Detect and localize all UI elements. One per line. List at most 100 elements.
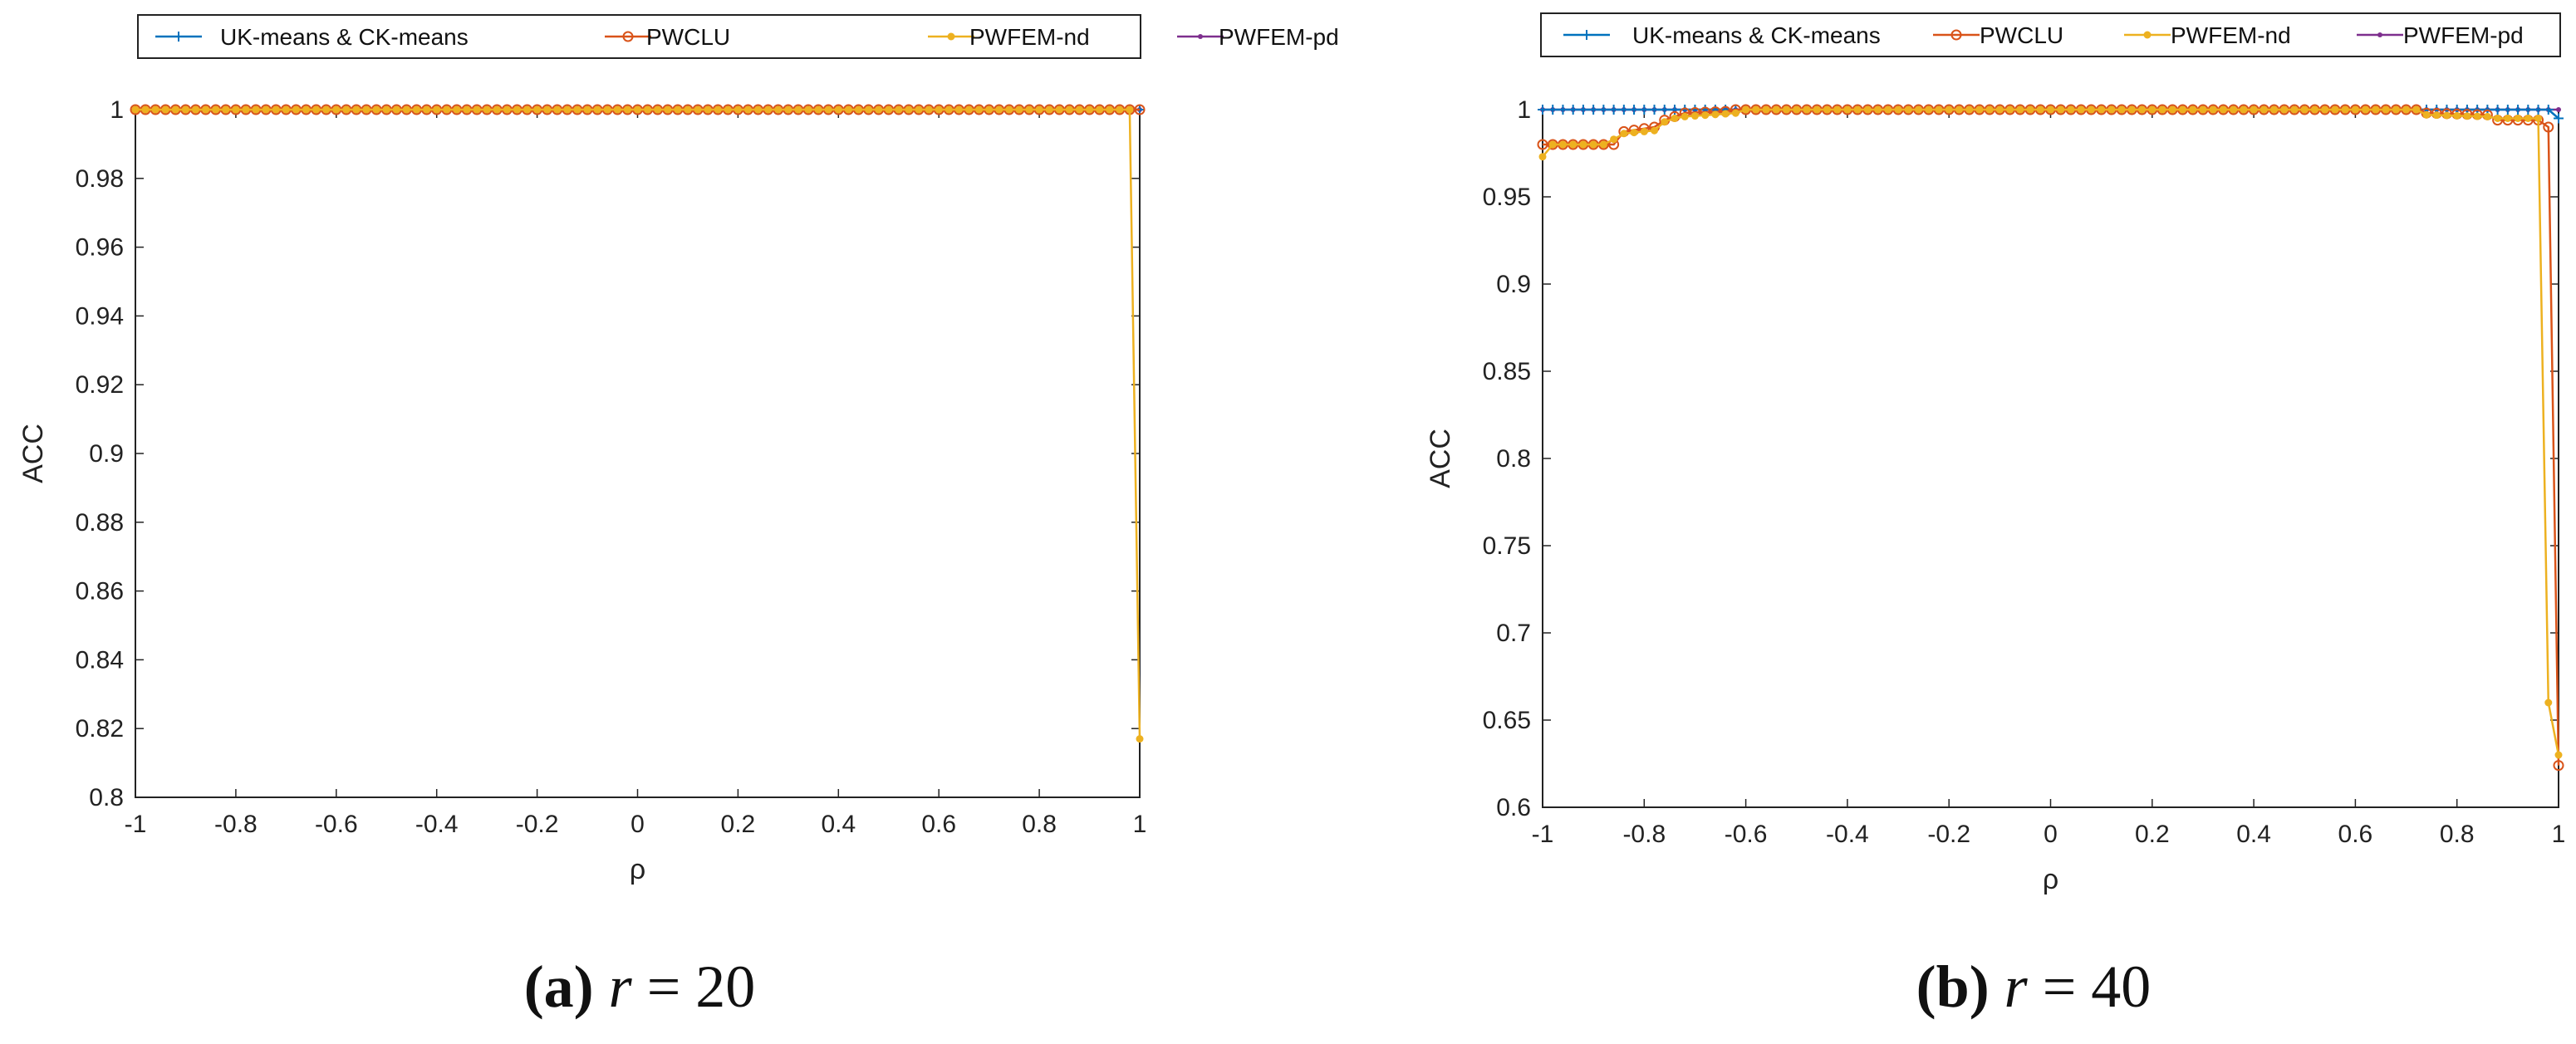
data-point	[1025, 105, 1033, 114]
data-point	[252, 105, 260, 114]
caption-a-eq: = 20	[632, 953, 756, 1020]
data-point	[1995, 105, 2004, 114]
data-point	[2280, 105, 2289, 114]
x-tick-label: -0.8	[214, 811, 258, 838]
data-point	[2502, 105, 2513, 115]
legend: UK-means & CK-means PWCLU PWFEM-nd PWFEM-pd	[137, 14, 1339, 59]
data-point	[1935, 105, 1943, 114]
data-point	[232, 105, 240, 114]
data-point	[1721, 110, 1730, 118]
data-point	[312, 105, 321, 114]
data-point	[2331, 105, 2339, 114]
data-point	[2513, 105, 2524, 115]
x-tick-label: -0.8	[1622, 821, 1666, 848]
data-point	[694, 105, 702, 114]
legend-label: PWFEM-nd	[2171, 22, 2291, 48]
data-point	[1671, 115, 1679, 122]
data-point	[493, 105, 501, 114]
data-point	[1793, 105, 1801, 114]
data-point	[1538, 153, 1547, 161]
data-point	[2554, 113, 2564, 124]
data-point	[1651, 126, 1659, 135]
data-point	[2067, 105, 2075, 114]
x-tick-label: 0.4	[2236, 821, 2271, 848]
data-point	[272, 105, 280, 114]
x-tick-label: -0.2	[516, 811, 559, 838]
data-point	[1630, 129, 1638, 137]
caption-b-eq: = 40	[2028, 953, 2152, 1020]
data-point	[975, 105, 984, 114]
plot-area	[135, 109, 1141, 798]
legend-label: PWFEM-nd	[969, 24, 1090, 50]
data-point	[402, 105, 410, 114]
data-point	[473, 105, 481, 114]
data-point	[1075, 105, 1083, 114]
x-tick-label: 0.6	[2338, 821, 2373, 848]
data-point	[1690, 112, 1699, 120]
data-point	[2351, 105, 2359, 114]
data-point	[2290, 105, 2299, 114]
data-point	[2372, 105, 2380, 114]
data-point	[433, 105, 441, 114]
data-point	[1669, 105, 1680, 115]
data-point	[2219, 105, 2227, 114]
data-point	[1045, 105, 1053, 114]
data-point	[704, 105, 712, 114]
data-point	[423, 105, 431, 114]
data-point	[1904, 105, 1912, 114]
data-point	[1096, 105, 1104, 114]
data-point	[453, 105, 461, 114]
data-point	[1548, 140, 1557, 149]
data-point	[743, 105, 752, 114]
data-point	[513, 105, 521, 114]
data-point	[2107, 105, 2116, 114]
data-point	[1537, 139, 1548, 150]
data-point	[1874, 105, 1882, 114]
data-point	[2230, 105, 2238, 114]
data-point	[824, 105, 832, 114]
legend-label: PWFEM-pd	[1219, 24, 1339, 50]
x-tick-label: -0.6	[315, 811, 358, 838]
data-point	[654, 105, 662, 114]
data-point	[1599, 140, 1607, 149]
data-point	[342, 105, 351, 114]
x-tick-label: -1	[125, 811, 147, 838]
x-tick-label: 0	[2044, 821, 2058, 848]
data-point	[392, 105, 400, 114]
data-point	[1701, 111, 1710, 120]
legend-label: PWFEM-pd	[2403, 22, 2524, 48]
data-point	[2556, 107, 2561, 112]
data-point	[2453, 111, 2461, 120]
data-point	[1884, 105, 1892, 114]
data-point	[192, 105, 200, 114]
data-point	[1965, 105, 1974, 114]
data-point	[1035, 105, 1043, 114]
data-point	[2077, 105, 2085, 114]
data-point	[2534, 115, 2543, 122]
data-point	[2158, 105, 2166, 114]
data-point	[2300, 105, 2309, 114]
data-point	[2463, 112, 2471, 120]
data-point	[2492, 105, 2503, 115]
x-tick-label: -0.4	[415, 811, 459, 838]
data-point	[1772, 105, 1780, 114]
data-point	[1569, 140, 1577, 149]
data-point	[2209, 105, 2217, 114]
data-point	[1608, 105, 1619, 115]
data-point	[2047, 105, 2054, 114]
y-tick-label: 0.8	[1496, 445, 1531, 473]
caption-a: (a) r = 20	[524, 953, 756, 1020]
legend-label: UK-means & CK-means	[1632, 22, 1881, 48]
data-point	[2127, 105, 2136, 114]
data-point	[151, 105, 159, 114]
data-point	[1640, 127, 1648, 135]
data-point	[925, 105, 933, 114]
data-point	[1925, 105, 1933, 114]
y-tick-label: 0.98	[76, 165, 124, 193]
data-point	[714, 105, 722, 114]
data-point	[2178, 105, 2186, 114]
data-point	[302, 105, 311, 114]
data-point	[2087, 105, 2095, 114]
data-point	[995, 105, 1003, 114]
